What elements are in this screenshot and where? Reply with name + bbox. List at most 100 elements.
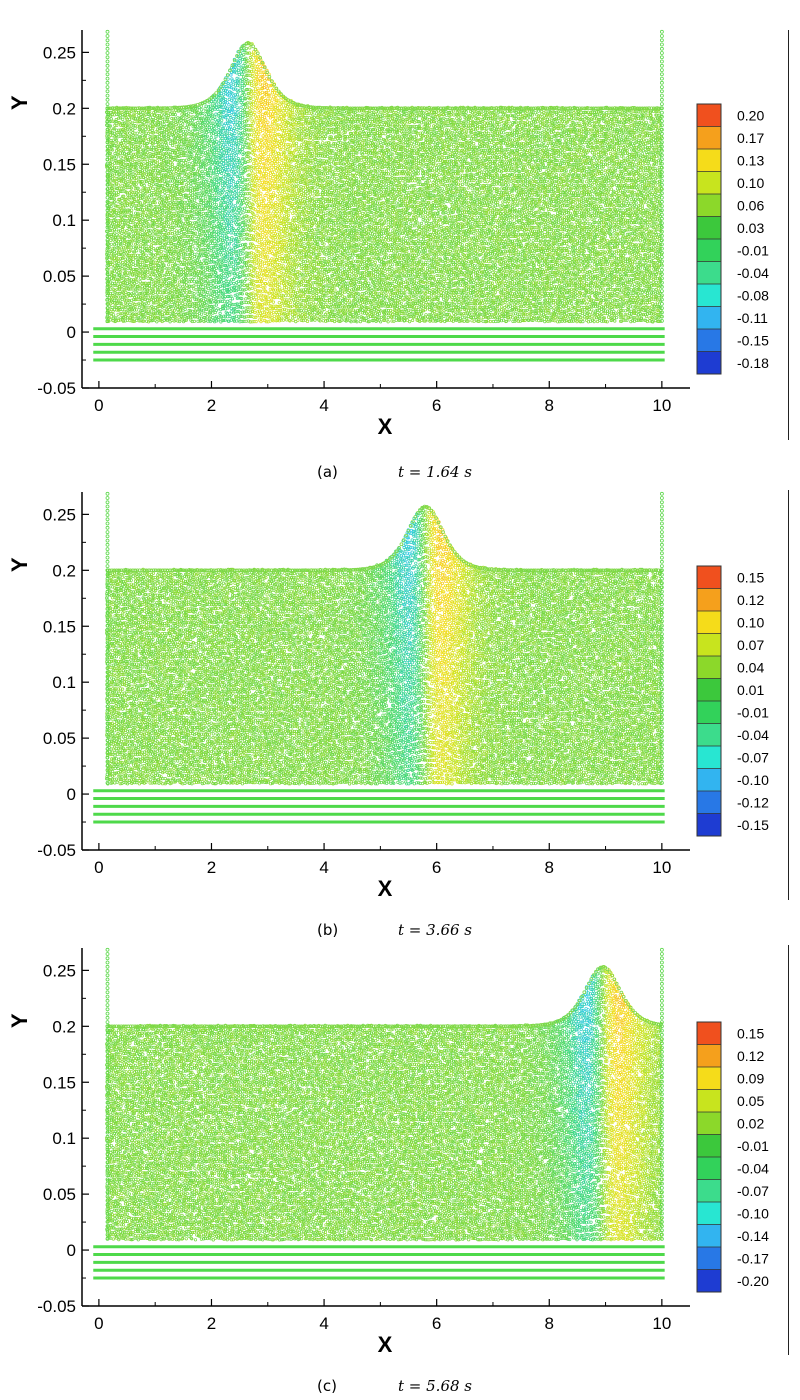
x-tick-label: 0 (94, 858, 103, 877)
legend-swatch (697, 1135, 721, 1158)
y-tick-label: 0.1 (52, 1129, 76, 1148)
legend-level-label: 0.12 (737, 1048, 764, 1064)
legend-level-label: 0.20 (737, 107, 764, 123)
legend-level-label: 0.05 (737, 1093, 764, 1109)
legend-swatch (697, 769, 721, 792)
particle-cloud (105, 505, 662, 785)
y-axis-label: Y (7, 1013, 32, 1028)
legend-swatch (697, 746, 721, 769)
y-tick-label: 0.2 (52, 561, 76, 580)
y-tick-label: -0.05 (37, 1297, 76, 1316)
legend-level-label: 0.15 (737, 569, 764, 585)
caption-time-label-c: t = 5.68 s (398, 1377, 472, 1395)
y-tick-label: 0.25 (43, 43, 76, 62)
legend-swatch (697, 1202, 721, 1225)
x-tick-label: 4 (319, 396, 328, 415)
y-tick-label: 0.05 (43, 1185, 76, 1204)
x-axis-label: X (378, 876, 393, 901)
legend-swatch (697, 656, 721, 679)
legend-swatch (697, 352, 721, 375)
legend-level-label: 0.17 (737, 130, 764, 146)
legend-level-label: 0.10 (737, 614, 764, 630)
x-axis-label: X (378, 1332, 393, 1357)
legend-swatch (697, 149, 721, 172)
legend-level-label: 0.06 (737, 197, 764, 213)
color-legend: 0.150.120.090.050.02-0.01-0.04-0.07-0.10… (697, 1022, 769, 1292)
chart-panel-c: -0.05 0 0.05 0.1 0.15 0.2 0.25 0 2 4 6 8 10 X Y 0.15 0.1… (0, 918, 800, 1383)
chart-panel-b: -0.05 0 0.05 0.1 0.15 0.2 0.25 0 2 4 6 8 10 X Y 0.15 0.1… (0, 462, 800, 927)
legend-swatch (697, 566, 721, 589)
legend-swatch (697, 1090, 721, 1113)
right-border-rule-b (788, 490, 789, 900)
legend-swatch (697, 791, 721, 814)
y-tick-label: -0.05 (37, 379, 76, 398)
legend-swatch (697, 1270, 721, 1293)
particle-cloud (105, 965, 662, 1241)
y-tick-label: 0.15 (43, 155, 76, 174)
legend-level-label: -0.10 (737, 1205, 769, 1221)
x-tick-label: 4 (319, 1314, 328, 1333)
caption-c: (c) t = 5.68 s (0, 1377, 800, 1399)
legend-level-label: -0.07 (737, 1183, 769, 1199)
y-tick-label: 0.05 (43, 729, 76, 748)
y-tick-label: 0.25 (43, 961, 76, 980)
legend-level-label: -0.04 (737, 727, 769, 743)
legend-level-label: -0.07 (737, 749, 769, 765)
legend-swatch (697, 262, 721, 285)
legend-swatch (697, 679, 721, 702)
legend-level-label: -0.04 (737, 1160, 769, 1176)
color-legend: 0.20 0.17 0.13 0.10 0.06 0.03 -0.01 -0.04 -0.08 -… (697, 104, 769, 374)
legend-level-label: 0.10 (737, 175, 764, 191)
legend-level-label: -0.08 (737, 287, 769, 303)
y-tick-label: 0.2 (52, 99, 76, 118)
legend-swatch (697, 611, 721, 634)
legend-level-label: 0.09 (737, 1070, 764, 1086)
legend-level-label: 0.07 (737, 637, 764, 653)
x-tick-label: 2 (207, 1314, 216, 1333)
x-tick-label: 0 (94, 1314, 103, 1333)
y-tick-label: -0.05 (37, 841, 76, 860)
legend-level-label: -0.11 (737, 310, 768, 326)
legend-swatch (697, 701, 721, 724)
y-tick-label: 0.15 (43, 1073, 76, 1092)
x-tick-label: 10 (652, 858, 671, 877)
legend-swatch (697, 1112, 721, 1135)
legend-swatch (697, 284, 721, 307)
legend-swatch (697, 172, 721, 195)
legend-level-label: -0.10 (737, 772, 769, 788)
x-tick-label: 6 (432, 396, 441, 415)
x-tick-label: 6 (432, 1314, 441, 1333)
legend-level-label: -0.17 (737, 1250, 769, 1266)
legend-level-label: -0.18 (737, 355, 769, 371)
legend-swatch (697, 634, 721, 657)
legend-swatch (697, 1157, 721, 1180)
y-tick-label: 0.1 (52, 211, 76, 230)
legend-swatch (697, 589, 721, 612)
x-tick-label: 0 (94, 396, 103, 415)
legend-level-label: -0.01 (737, 704, 769, 720)
legend-level-label: -0.01 (737, 1138, 769, 1154)
y-tick-label: 0 (67, 785, 76, 804)
legend-swatch (697, 1225, 721, 1248)
y-tick-label: 0 (67, 1241, 76, 1260)
legend-level-label: -0.04 (737, 265, 769, 281)
legend-level-label: 0.01 (737, 682, 764, 698)
x-tick-label: 10 (652, 1314, 671, 1333)
y-tick-label: 0.25 (43, 505, 76, 524)
legend-swatch (697, 1022, 721, 1045)
y-tick-label: 0 (67, 323, 76, 342)
legend-level-label: -0.01 (737, 242, 769, 258)
legend-level-label: 0.03 (737, 220, 764, 236)
x-tick-label: 2 (207, 858, 216, 877)
legend-level-label: -0.15 (737, 817, 769, 833)
legend-level-label: 0.15 (737, 1025, 764, 1041)
x-axis-label: X (378, 414, 393, 439)
y-tick-label: 0.05 (43, 267, 76, 286)
legend-swatch (697, 724, 721, 747)
x-tick-label: 8 (545, 858, 554, 877)
legend-level-label: 0.13 (737, 152, 764, 168)
legend-level-label: -0.12 (737, 794, 769, 810)
